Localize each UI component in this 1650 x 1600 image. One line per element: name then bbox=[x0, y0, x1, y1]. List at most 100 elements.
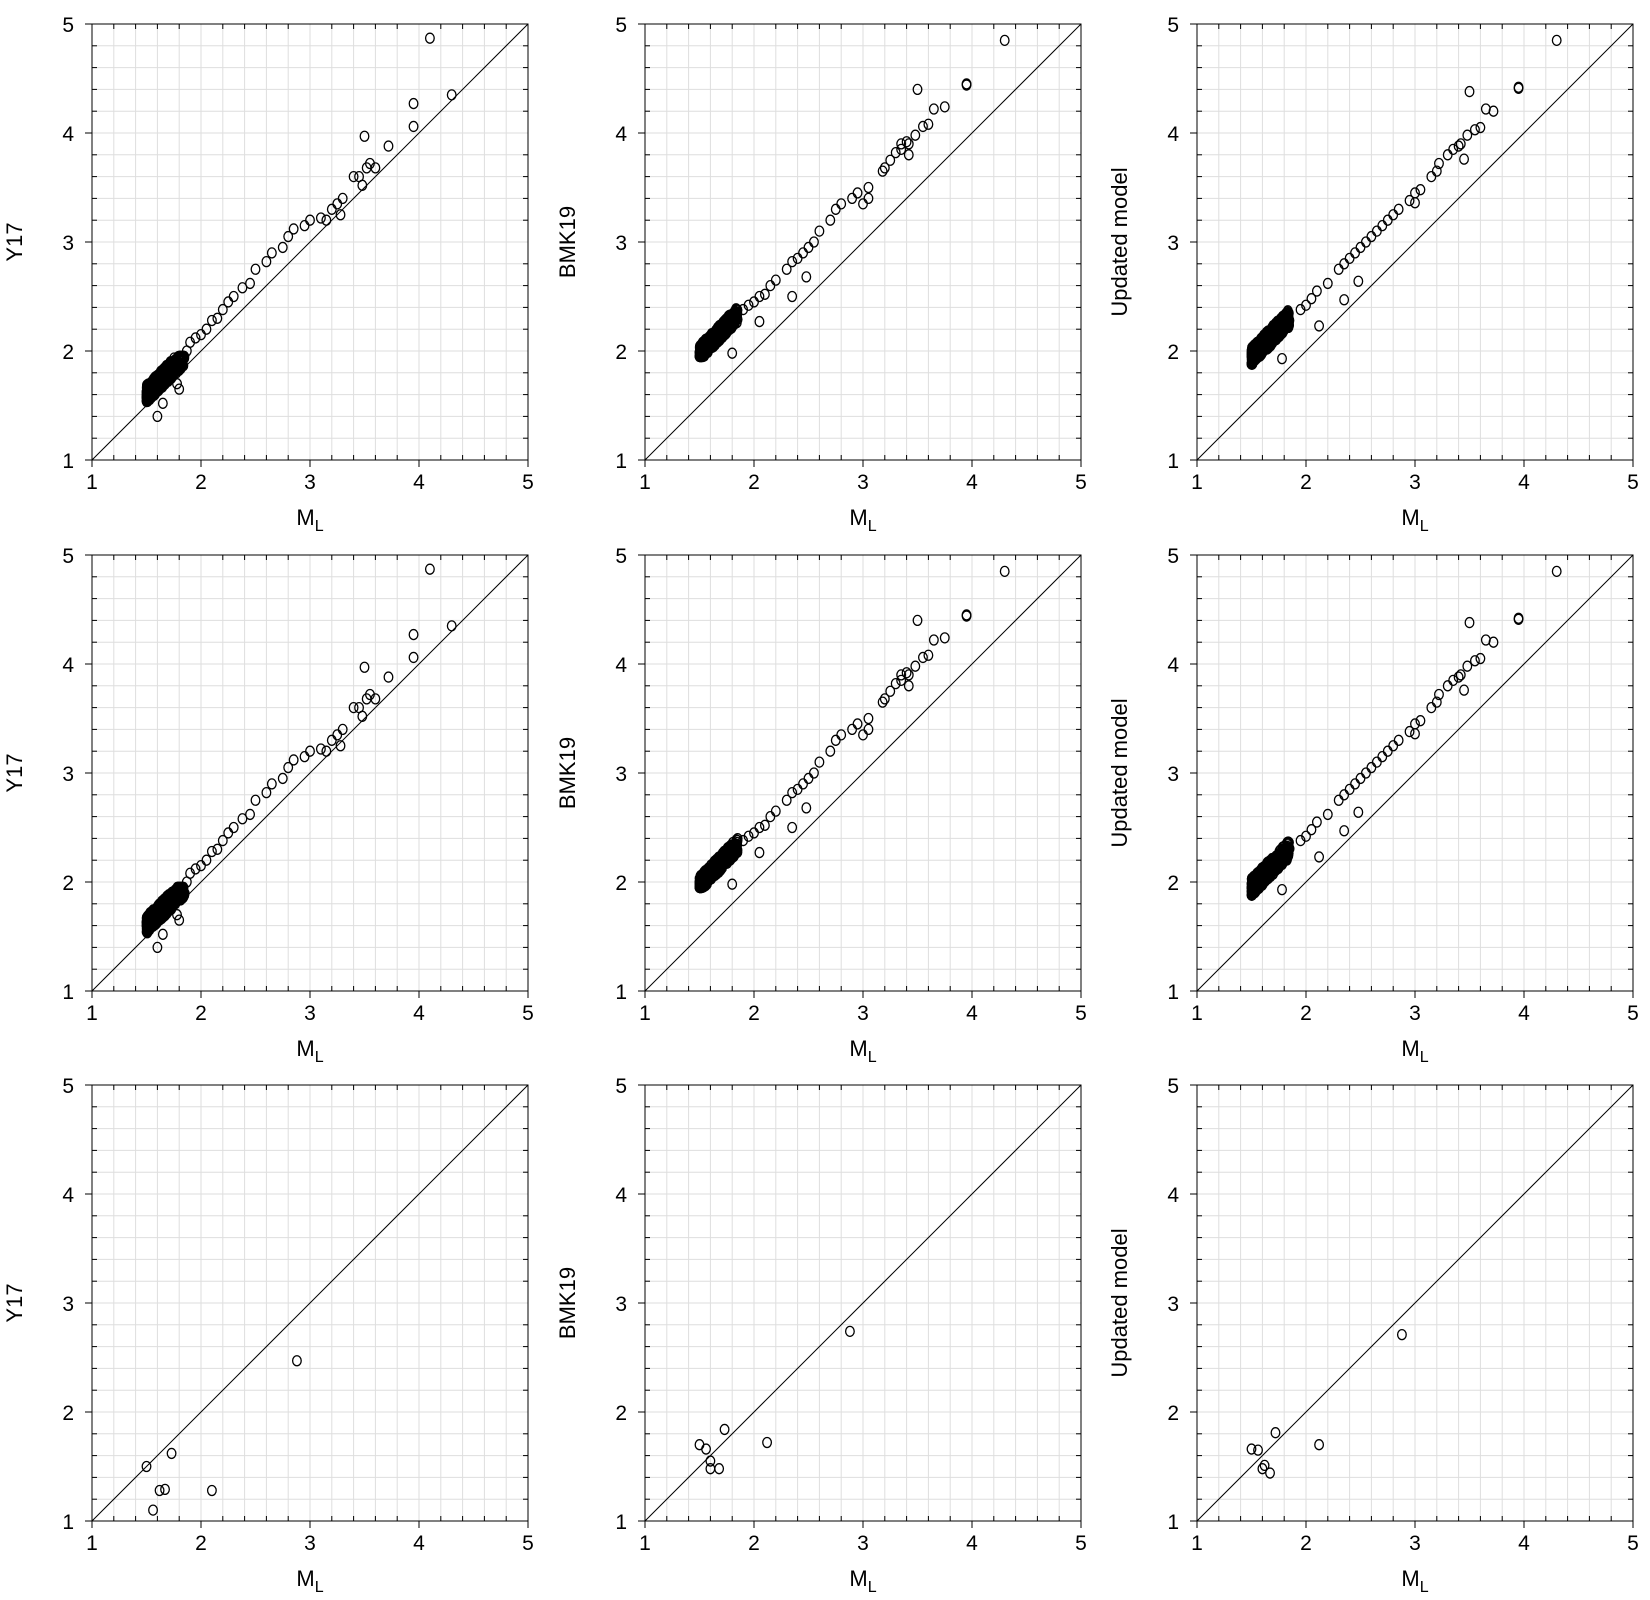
data-point bbox=[1469, 124, 1480, 136]
data-point bbox=[1488, 105, 1499, 117]
y-axis-label: Updated model bbox=[1107, 167, 1132, 316]
data-point bbox=[277, 772, 288, 785]
data-point bbox=[359, 130, 370, 142]
data-point bbox=[801, 271, 812, 283]
y-tick-label: 2 bbox=[62, 341, 74, 364]
data-point bbox=[1278, 847, 1289, 859]
x-tick-label: 2 bbox=[748, 1532, 760, 1555]
x-tick-label: 3 bbox=[304, 1002, 316, 1025]
y-tick-label: 4 bbox=[62, 123, 74, 146]
data-point bbox=[283, 230, 294, 243]
x-axis-label: ML bbox=[1401, 1036, 1428, 1066]
data-point bbox=[326, 203, 337, 215]
data-point bbox=[142, 395, 153, 408]
data-point bbox=[288, 754, 299, 766]
data-point bbox=[315, 212, 326, 224]
data-point bbox=[1314, 320, 1325, 332]
chart-panel-2: 1 2 3 4 5 1 2 3 4 5 ML BMK19 bbox=[555, 14, 1087, 535]
data-point bbox=[765, 279, 776, 292]
data-point bbox=[245, 808, 256, 821]
data-point bbox=[910, 660, 921, 672]
data-point bbox=[163, 359, 174, 372]
data-point bbox=[1371, 756, 1382, 768]
data-point bbox=[237, 813, 248, 825]
data-point bbox=[912, 614, 923, 627]
y-tick-label: 1 bbox=[1167, 981, 1179, 1004]
data-point bbox=[896, 674, 907, 686]
x-tick-label: 4 bbox=[413, 1002, 425, 1025]
data-point bbox=[781, 794, 792, 806]
data-point bbox=[830, 734, 841, 746]
data-point bbox=[814, 756, 825, 768]
y-axis-label: BMK19 bbox=[555, 206, 580, 278]
x-tick-label: 2 bbox=[1300, 1532, 1312, 1555]
data-point bbox=[152, 410, 163, 423]
data-point bbox=[798, 778, 809, 790]
data-points bbox=[1246, 1328, 1407, 1479]
data-point bbox=[1464, 616, 1475, 629]
data-point bbox=[1248, 343, 1258, 355]
x-tick-label: 5 bbox=[522, 1532, 534, 1555]
data-point bbox=[237, 282, 248, 294]
data-point bbox=[759, 288, 770, 300]
data-point bbox=[1513, 82, 1524, 94]
data-point bbox=[1377, 751, 1388, 763]
x-tick-label: 4 bbox=[966, 1002, 978, 1025]
x-tick-label: 1 bbox=[86, 471, 98, 494]
data-point bbox=[903, 149, 914, 161]
data-point bbox=[145, 381, 156, 394]
data-point bbox=[408, 120, 419, 133]
chart-panel-6: 1 2 3 4 5 1 2 3 4 5 ML Updated model bbox=[1107, 545, 1639, 1066]
x-tick-label: 3 bbox=[304, 471, 316, 494]
y-tick-label: 5 bbox=[615, 545, 627, 568]
x-axis-label-subscript: L bbox=[315, 518, 324, 535]
data-point bbox=[1277, 312, 1288, 324]
x-axis-label-subscript: L bbox=[868, 1049, 877, 1066]
data-point bbox=[939, 101, 950, 113]
x-tick-label: 1 bbox=[1191, 1002, 1203, 1025]
y-tick-label: 4 bbox=[1167, 1184, 1179, 1207]
data-point bbox=[999, 34, 1010, 46]
x-axis-label: ML bbox=[849, 1036, 876, 1066]
data-points bbox=[1246, 34, 1562, 370]
data-point bbox=[1488, 636, 1499, 648]
x-tick-label: 4 bbox=[966, 471, 978, 494]
data-point bbox=[709, 856, 720, 868]
y-tick-label: 2 bbox=[62, 1402, 74, 1425]
x-axis-label-subscript: L bbox=[868, 1579, 877, 1596]
data-point bbox=[1353, 806, 1364, 818]
x-tick-label: 3 bbox=[304, 1532, 316, 1555]
data-point bbox=[245, 277, 256, 290]
y-tick-label: 4 bbox=[62, 654, 74, 677]
data-point bbox=[1551, 34, 1562, 46]
data-point bbox=[852, 718, 863, 730]
data-point bbox=[206, 1484, 217, 1497]
x-tick-label: 2 bbox=[748, 1002, 760, 1025]
data-point bbox=[1253, 1444, 1263, 1456]
reference-line bbox=[1196, 23, 1634, 461]
y-tick-label: 1 bbox=[615, 1511, 627, 1534]
y-tick-label: 4 bbox=[615, 123, 627, 146]
data-point bbox=[1459, 153, 1470, 165]
data-point bbox=[1453, 671, 1464, 683]
data-point bbox=[158, 910, 169, 922]
data-point bbox=[847, 192, 858, 205]
data-points bbox=[141, 563, 457, 954]
data-point bbox=[1415, 184, 1426, 196]
data-point bbox=[725, 843, 736, 855]
data-point bbox=[896, 669, 907, 681]
data-point bbox=[1459, 684, 1470, 696]
y-tick-label: 5 bbox=[1167, 14, 1179, 37]
data-point bbox=[217, 303, 228, 316]
data-point bbox=[714, 859, 725, 871]
data-point bbox=[1275, 314, 1285, 326]
chart-panel-9: 1 2 3 4 5 1 2 3 4 5 ML Updated model bbox=[1107, 1075, 1639, 1596]
data-point bbox=[1410, 728, 1420, 740]
y-tick-label: 5 bbox=[62, 14, 74, 37]
data-point bbox=[154, 379, 165, 391]
data-point bbox=[918, 120, 928, 133]
data-point bbox=[1426, 701, 1437, 714]
data-point bbox=[863, 712, 874, 725]
data-point bbox=[803, 772, 814, 785]
data-point bbox=[718, 325, 729, 337]
